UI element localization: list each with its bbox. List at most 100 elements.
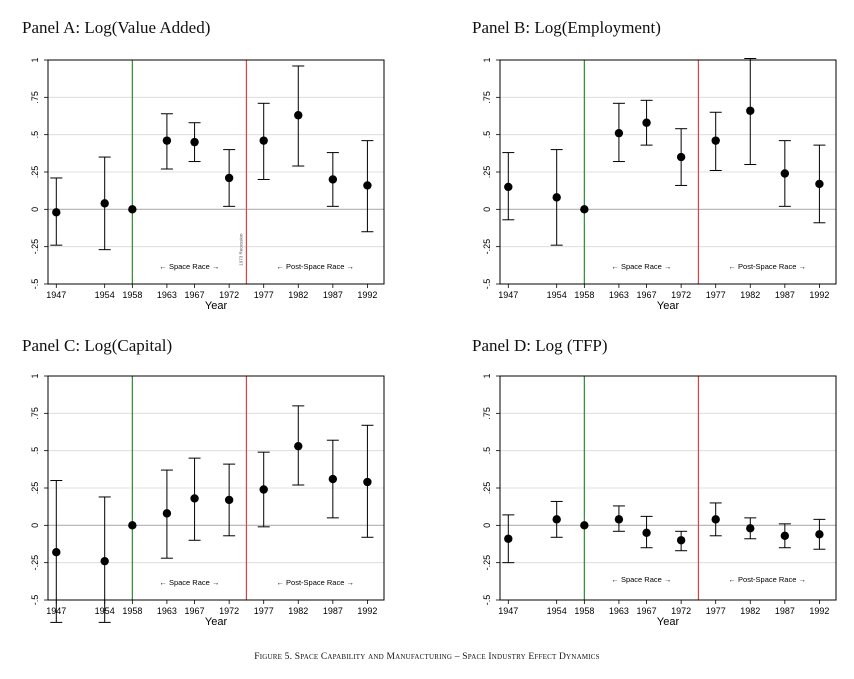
y-tick-label: 1 <box>482 57 492 62</box>
x-tick-label-1958: 1958 <box>574 290 594 300</box>
x-tick-label-1972: 1972 <box>671 606 691 616</box>
space-race-label: ← Space Race → <box>611 575 671 584</box>
recession-note: 1973 Recession <box>238 233 243 266</box>
data-point-1977 <box>259 485 268 494</box>
y-tick-label: .25 <box>30 482 40 495</box>
data-point-1982 <box>294 111 303 120</box>
space-race-label: ← Space Race → <box>159 262 219 271</box>
x-tick-label-1992: 1992 <box>357 290 377 300</box>
data-point-1972 <box>224 495 234 505</box>
data-point-1992 <box>815 530 824 539</box>
y-tick-label: -.5 <box>30 279 40 290</box>
post-space-race-label: ← Post-Space Race → <box>728 262 806 271</box>
y-tick-label: 0 <box>30 523 40 528</box>
x-tick-label-1958: 1958 <box>122 290 142 300</box>
data-point-1963 <box>614 515 624 524</box>
data-point-1967 <box>642 528 651 537</box>
y-tick-label: -.25 <box>482 239 492 255</box>
x-tick-label-1967: 1967 <box>185 606 205 616</box>
data-point-1954 <box>552 193 561 202</box>
data-point-1954 <box>100 556 109 566</box>
data-point-1954 <box>552 515 561 524</box>
panel-a-title: Panel A: Log(Value Added) <box>22 18 211 37</box>
data-point-1987 <box>780 531 790 540</box>
data-point-1958 <box>128 521 137 530</box>
x-tick-label-1963: 1963 <box>609 606 629 616</box>
x-tick-label-1982: 1982 <box>740 606 760 616</box>
y-tick-label: -.5 <box>30 595 40 606</box>
x-axis-label: Year <box>205 616 228 628</box>
data-point-1992 <box>815 179 824 189</box>
y-tick-label: .5 <box>30 131 40 139</box>
x-tick-label-1972: 1972 <box>219 606 239 616</box>
data-point-1947 <box>504 534 513 543</box>
y-tick-label: -.25 <box>30 555 40 571</box>
data-point-1958 <box>128 205 137 214</box>
x-tick-label-1977: 1977 <box>706 606 726 616</box>
data-point-1947 <box>52 548 61 557</box>
x-tick-label-1954: 1954 <box>547 606 567 616</box>
x-tick-label-1967: 1967 <box>637 606 657 616</box>
data-point-1982 <box>746 106 755 115</box>
data-point-1967 <box>642 118 651 127</box>
y-tick-label: 0 <box>30 207 40 212</box>
panel-d-plot: 1 .75 .5 .25 0 -.25 -.5 ← Space Race → ← Post-Sp… <box>470 368 842 632</box>
x-tick-label-1947: 1947 <box>46 606 66 616</box>
panel-c-title: Panel C: Log(Capital) <box>22 336 173 355</box>
plot-frame <box>47 375 385 601</box>
data-point-1972 <box>224 173 234 183</box>
x-axis-label: Year <box>657 616 680 628</box>
x-tick-label-1987: 1987 <box>775 606 795 616</box>
space-race-label: ← Space Race → <box>159 578 219 587</box>
data-point-1972 <box>676 536 686 545</box>
plot-frame <box>499 375 837 601</box>
x-tick-label-1992: 1992 <box>809 290 829 300</box>
data-point-1987 <box>328 474 338 484</box>
y-tick-label: .75 <box>30 91 40 104</box>
y-tick-label: 0 <box>482 207 492 212</box>
panel-c-chart: 1 .75 .5 .25 0 -.25 -.5 ← Space Race → ← Post-Sp… <box>30 373 385 628</box>
y-tick-label: .5 <box>30 447 40 455</box>
data-point-1977 <box>711 515 720 524</box>
x-axis-label: Year <box>205 300 228 312</box>
data-point-1977 <box>259 136 268 145</box>
panel-a-plot: 1 .75 .5 .25 0 -.25 -.5 ← Space Race → ← Post-Sp… <box>18 52 390 316</box>
panel-b-chart: 1 .75 .5 .25 0 -.25 -.5 ← Space Race → ← Post-Sp… <box>482 57 837 312</box>
x-tick-label-1963: 1963 <box>157 606 177 616</box>
panel-b-plot: 1 .75 .5 .25 0 -.25 -.5 ← Space Race → ← Post-Sp… <box>470 52 842 316</box>
data-point-1987 <box>328 175 338 184</box>
y-tick-label: -.25 <box>482 555 492 571</box>
x-tick-label-1967: 1967 <box>637 290 657 300</box>
post-space-race-label: ← Post-Space Race → <box>276 578 354 587</box>
y-tick-label: -.5 <box>482 595 492 606</box>
x-tick-label-1972: 1972 <box>671 290 691 300</box>
x-tick-label-1947: 1947 <box>498 290 518 300</box>
panel-b-title: Panel B: Log(Employment) <box>472 18 661 37</box>
x-tick-label-1972: 1972 <box>219 290 239 300</box>
x-tick-label-1954: 1954 <box>95 290 115 300</box>
plot-frame <box>47 59 385 285</box>
data-point-1954 <box>100 199 109 208</box>
x-tick-label-1954: 1954 <box>547 290 567 300</box>
data-point-1963 <box>614 128 624 138</box>
x-tick-label-1977: 1977 <box>254 290 274 300</box>
post-space-race-label: ← Post-Space Race → <box>276 262 354 271</box>
y-tick-label: 0 <box>482 523 492 528</box>
data-point-1992 <box>363 181 372 190</box>
y-tick-label: 1 <box>30 57 40 62</box>
data-point-1972 <box>676 152 686 162</box>
data-point-1987 <box>780 169 790 178</box>
panel-c-plot: 1 .75 .5 .25 0 -.25 -.5 ← Space Race → ← Post-Sp… <box>18 368 390 632</box>
y-tick-label: .75 <box>482 407 492 420</box>
panel-a-chart: 1 .75 .5 .25 0 -.25 -.5 ← Space Race → ← Post-Sp… <box>30 57 385 312</box>
y-tick-label: .25 <box>482 482 492 495</box>
x-tick-label-1982: 1982 <box>288 290 308 300</box>
x-tick-label-1963: 1963 <box>609 290 629 300</box>
panel-d-chart: 1 .75 .5 .25 0 -.25 -.5 ← Space Race → ← Post-Sp… <box>482 373 837 628</box>
data-point-1967 <box>190 137 199 147</box>
y-tick-label: .25 <box>482 166 492 179</box>
data-point-1982 <box>746 524 755 533</box>
data-point-1963 <box>162 509 172 518</box>
x-tick-label-1977: 1977 <box>254 606 274 616</box>
x-tick-label-1982: 1982 <box>740 290 760 300</box>
